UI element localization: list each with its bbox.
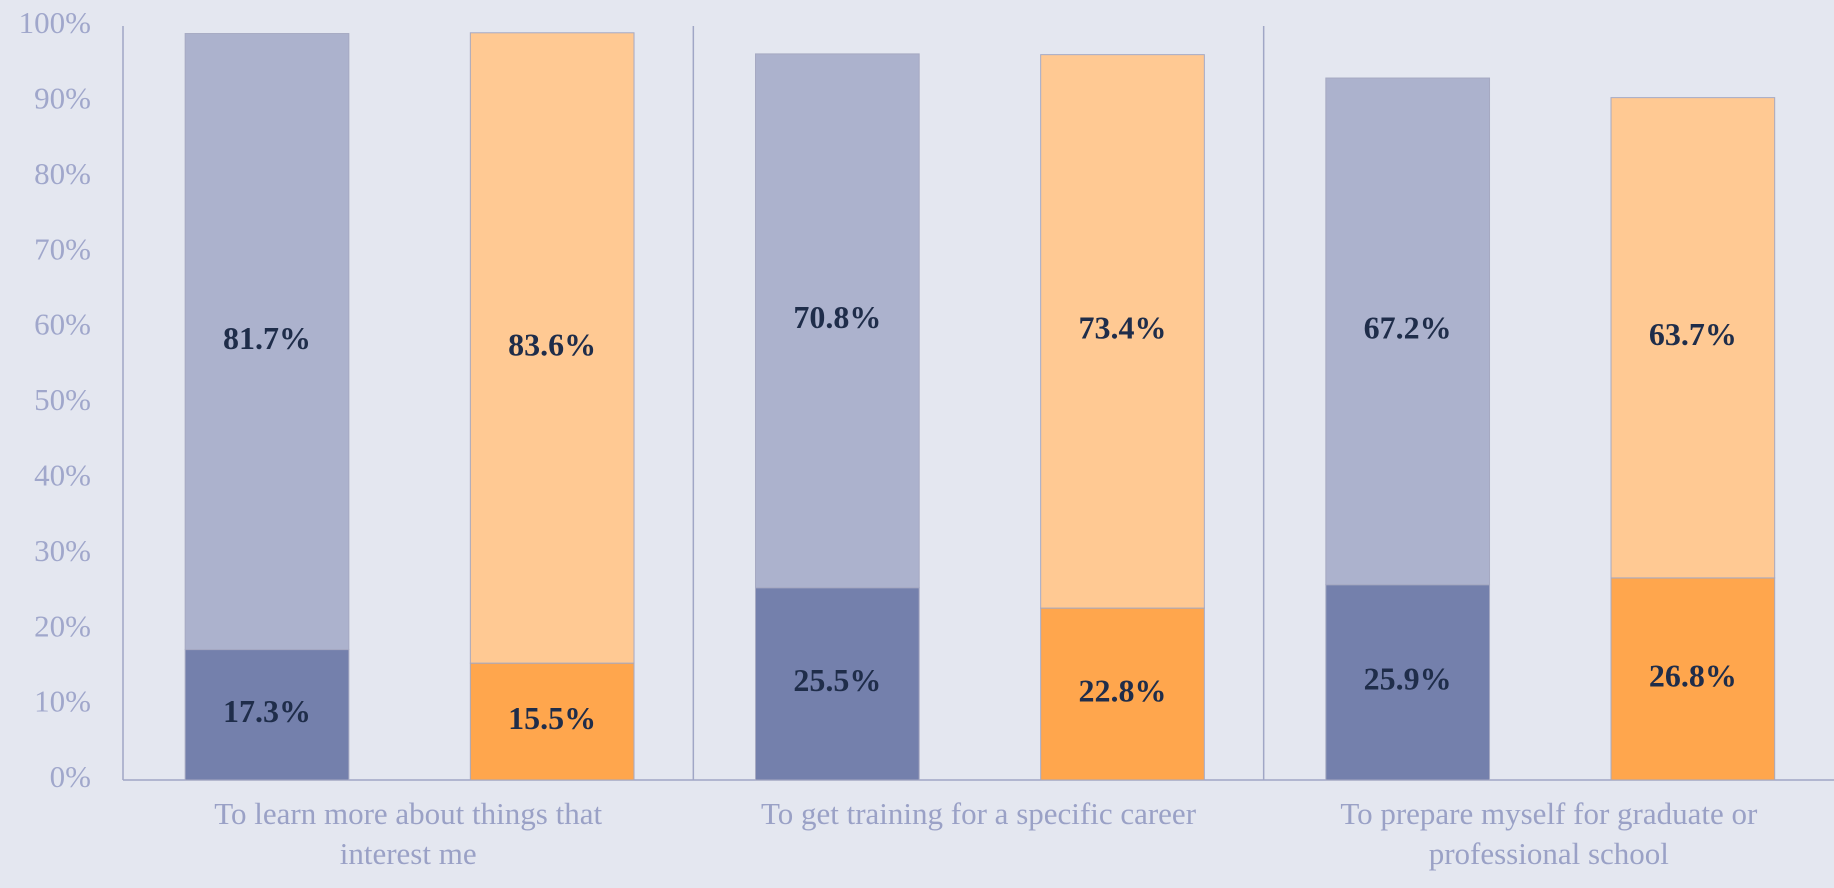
y-tick-label: 40%	[34, 458, 91, 493]
data-label: 81.7%	[223, 320, 311, 356]
y-tick-label: 50%	[34, 382, 91, 417]
y-tick-label: 90%	[34, 81, 91, 116]
x-tick-label: To prepare myself for graduate or profes…	[1340, 796, 1758, 871]
bar-segment	[1040, 54, 1205, 609]
y-tick-label: 70%	[34, 231, 91, 266]
bar-segment	[184, 649, 350, 781]
bar-segment	[184, 33, 350, 651]
bar-segment	[1325, 77, 1491, 586]
bar-segment	[1610, 577, 1776, 781]
bar-segment	[469, 662, 635, 781]
x-tick-label: To get training for a specific career	[760, 796, 1197, 831]
data-label: 63.7%	[1649, 316, 1737, 352]
data-label: 26.8%	[1649, 657, 1737, 693]
data-label: 22.8%	[1079, 672, 1167, 708]
bar-segment	[754, 587, 920, 781]
x-tick-label: To learn more about things that interest…	[214, 796, 603, 871]
y-tick-label: 30%	[34, 533, 91, 568]
y-tick-label: 100%	[19, 5, 91, 40]
y-tick-label: 0%	[50, 759, 91, 794]
y-tick-label: 80%	[34, 156, 91, 191]
data-label: 25.5%	[793, 662, 881, 698]
y-tick-label: 10%	[34, 684, 91, 719]
y-tick-label: 20%	[34, 608, 91, 643]
data-label: 67.2%	[1364, 310, 1452, 346]
bar-segment	[1040, 607, 1205, 781]
bar-segment	[469, 32, 635, 664]
data-label: 83.6%	[508, 326, 596, 362]
bar-segment	[754, 53, 920, 589]
data-label: 25.9%	[1364, 661, 1452, 697]
y-tick-label: 60%	[34, 307, 91, 342]
bar-segment	[1325, 584, 1491, 781]
data-label: 73.4%	[1079, 310, 1167, 346]
data-label: 17.3%	[223, 693, 311, 729]
data-label: 15.5%	[508, 700, 596, 736]
bar-segment	[1610, 97, 1776, 579]
data-label: 70.8%	[793, 299, 881, 335]
